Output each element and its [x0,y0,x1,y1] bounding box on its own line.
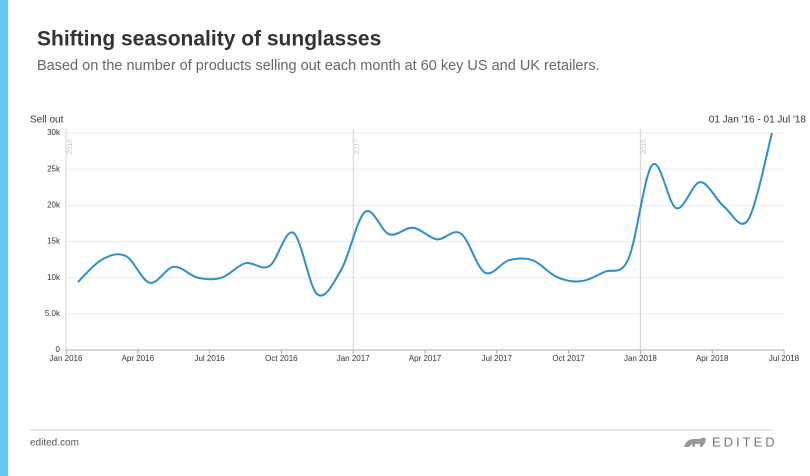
footer-site: edited.com [30,438,79,449]
x-tick-label: Apr 2016 [122,354,155,363]
x-tick-label: Apr 2017 [409,354,442,363]
x-tick-label: Jan 2018 [624,354,657,363]
y-tick-label: 15k [47,237,61,246]
year-marker-label: 2018 [641,139,648,155]
x-tick-label: Jan 2017 [337,354,370,363]
y-axis-label: Sell out [30,115,64,126]
chart-subtitle: Based on the number of products selling … [37,58,600,74]
year-marker-label: 2016 [67,139,74,155]
y-tick-label: 5.0k [45,309,61,318]
chart-title: Shifting seasonality of sunglasses [37,28,381,51]
x-tick-label: Oct 2017 [552,354,585,363]
accent-stripe [0,0,8,476]
y-tick-label: 20k [47,200,61,209]
x-tick-label: Jan 2016 [50,354,83,363]
brand-logo: EDITED [684,434,778,449]
y-tick-label: 30k [47,128,61,137]
x-tick-label: Jul 2016 [194,354,225,363]
y-tick-label: 0 [56,345,61,354]
range-label: 01 Jan '16 - 01 Jul '18 [709,115,807,126]
y-tick-label: 10k [47,273,61,282]
x-tick-label: Oct 2016 [265,354,298,363]
series-line [77,132,773,297]
bear-icon [684,437,706,447]
year-marker-label: 2017 [354,139,361,155]
x-tick-label: Jul 2018 [769,354,800,363]
x-tick-label: Jul 2017 [482,354,513,363]
x-tick-label: Apr 2018 [696,354,729,363]
footer-brand: EDITED [712,434,778,449]
y-tick-label: 25k [47,164,61,173]
